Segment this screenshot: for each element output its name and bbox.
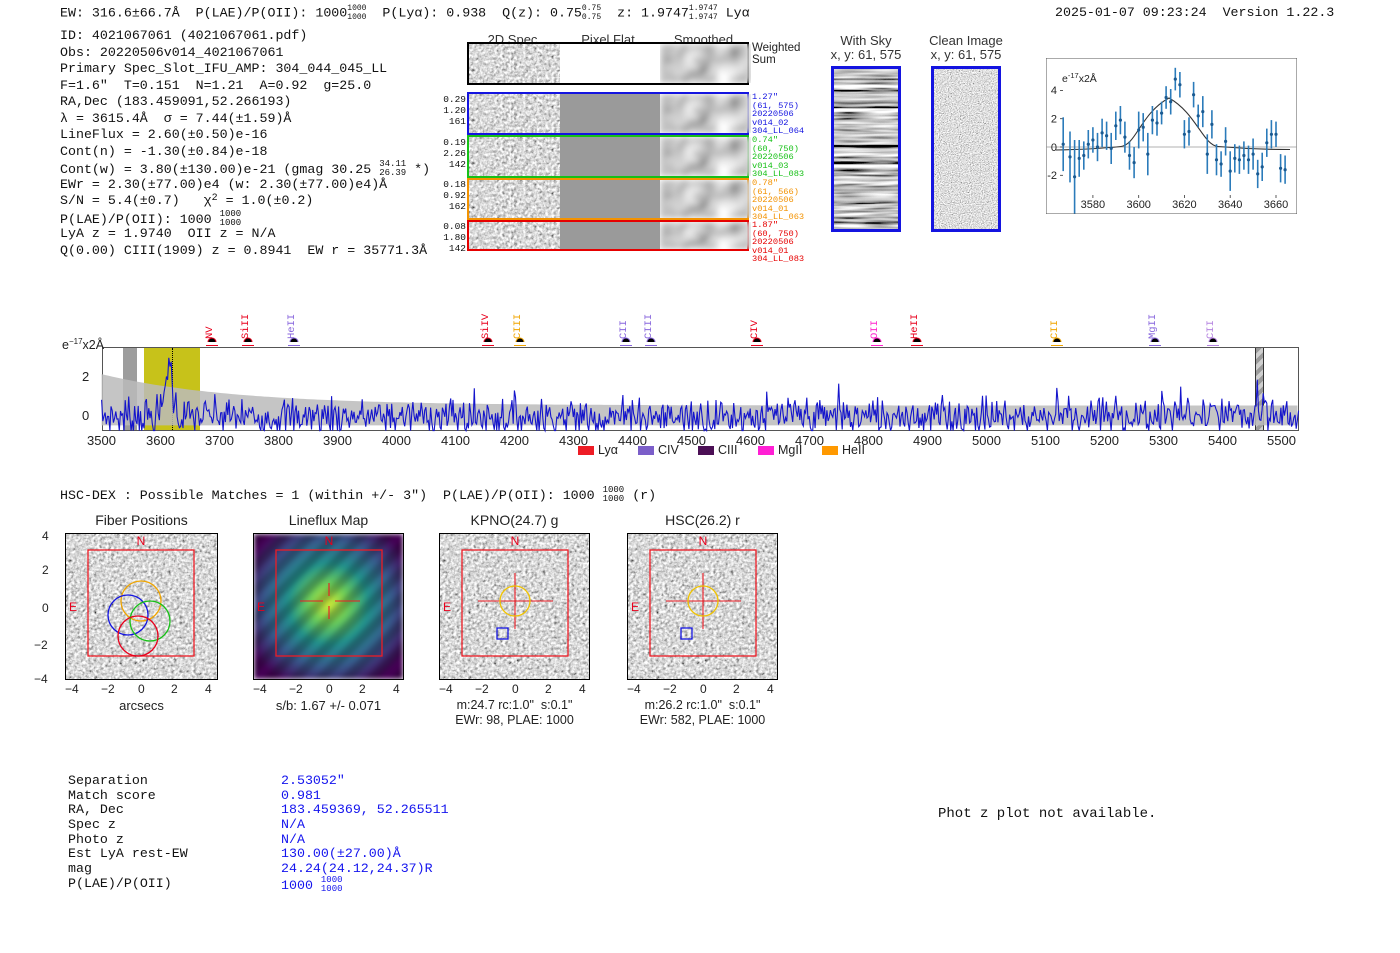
- svg-text:N: N: [699, 534, 708, 548]
- svg-text:E: E: [443, 600, 451, 614]
- svg-text:N: N: [511, 534, 520, 548]
- svg-text:N: N: [137, 534, 146, 548]
- svg-text:N: N: [325, 534, 334, 548]
- svg-text:E: E: [257, 600, 265, 614]
- svg-text:E: E: [69, 600, 77, 614]
- svg-text:E: E: [631, 600, 639, 614]
